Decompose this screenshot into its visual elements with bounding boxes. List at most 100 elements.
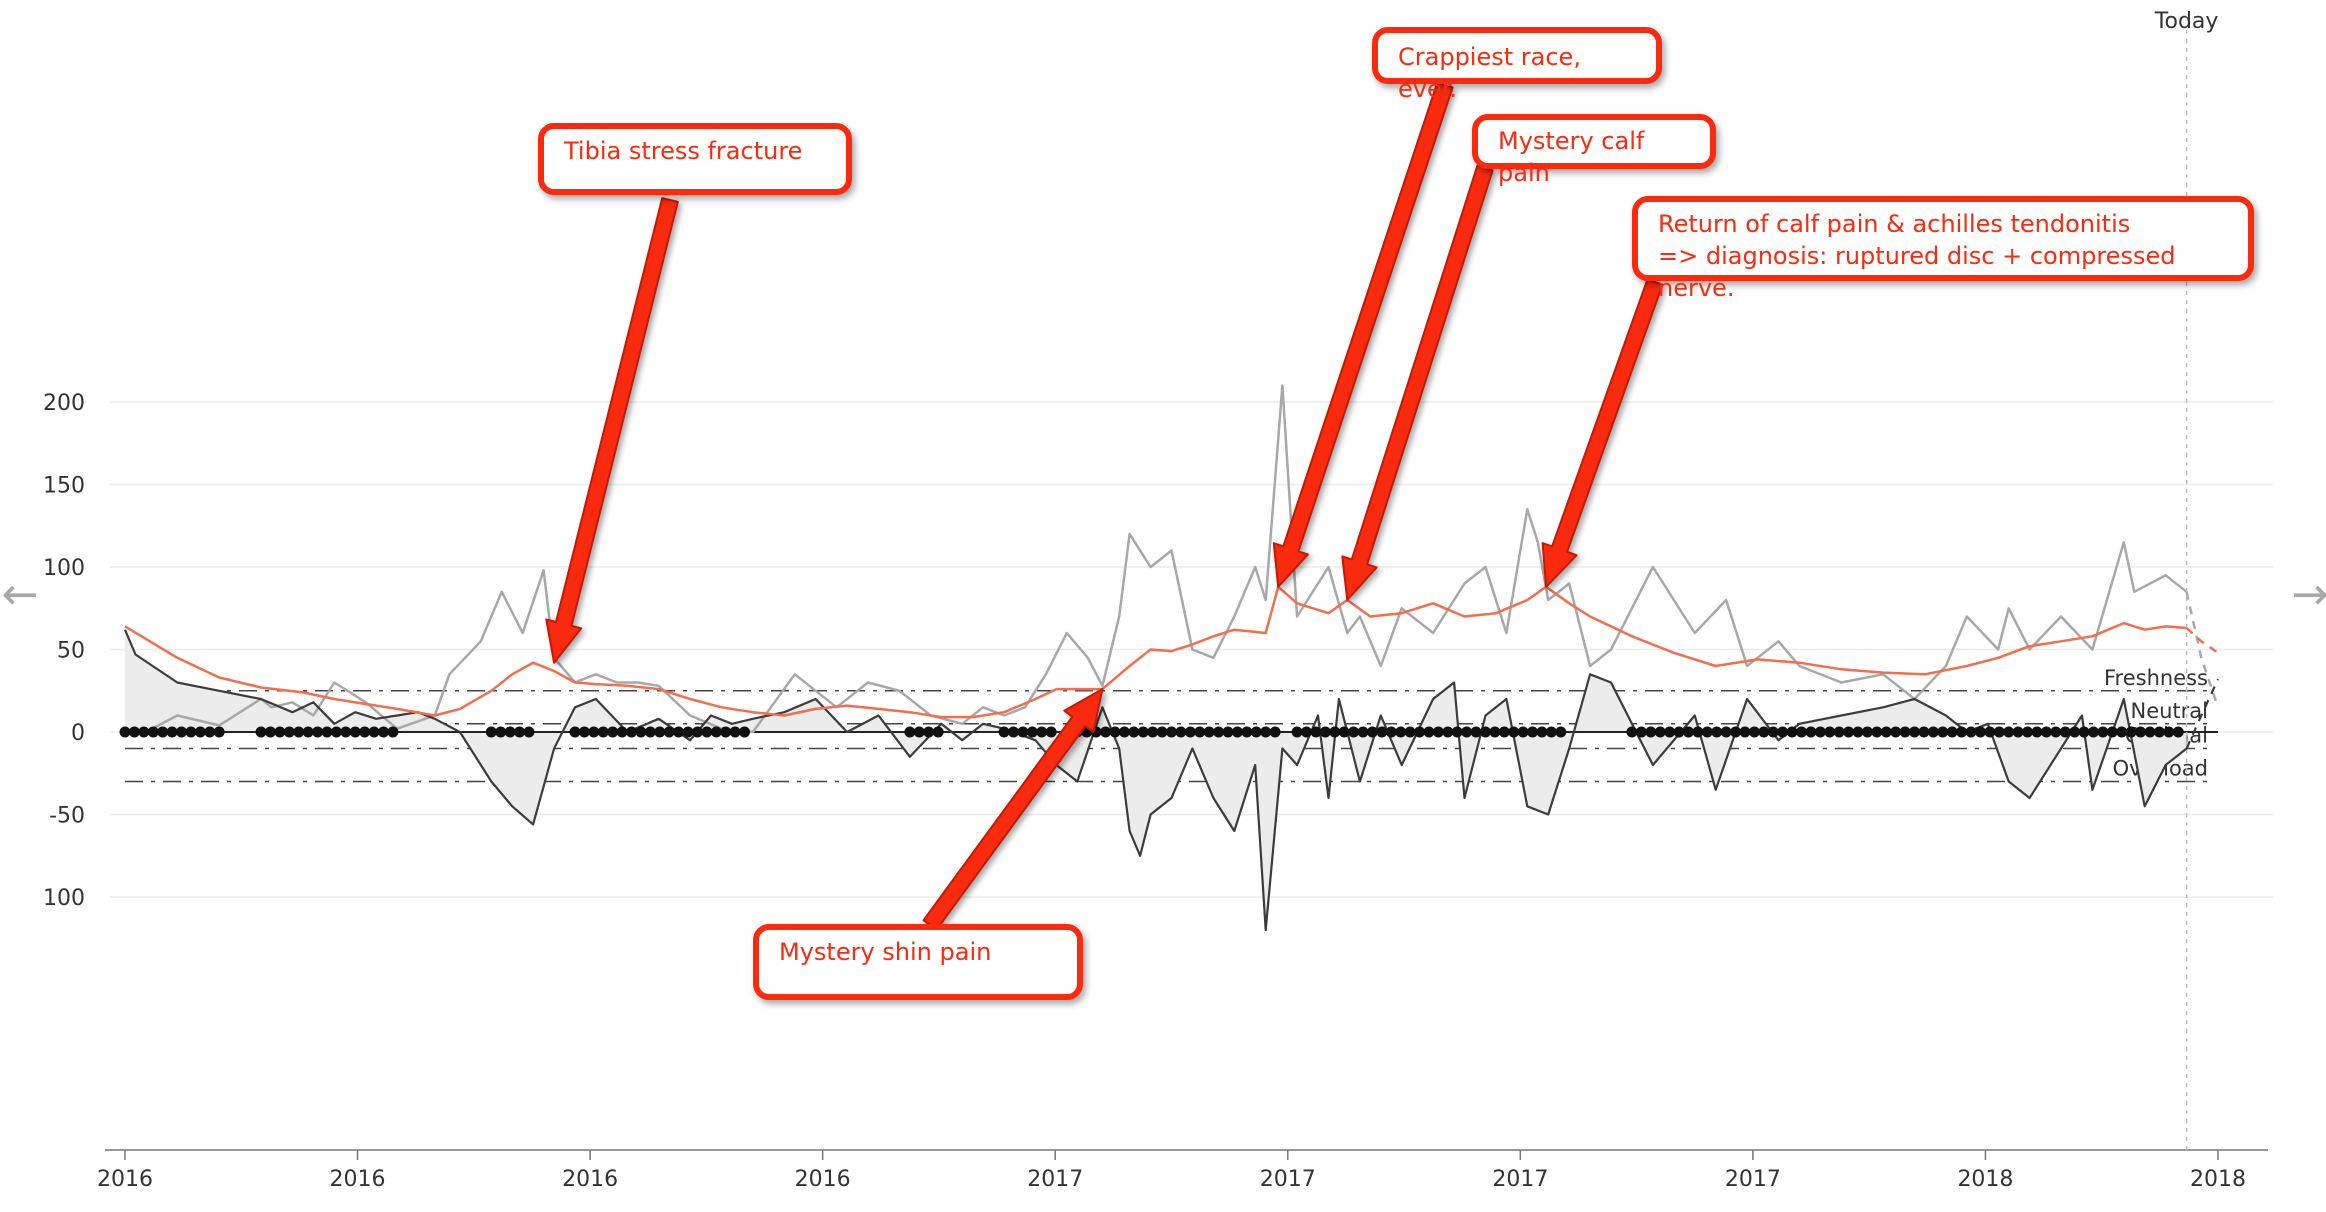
zero-marker [1241,726,1253,738]
series-fatigue [125,384,2188,734]
zero-marker [2172,726,2184,738]
zero-marker [1899,726,1911,738]
series-form-projection [2185,678,2219,749]
zero-marker [1937,726,1949,738]
zero-marker [1871,726,1883,738]
zero-marker [1795,726,1807,738]
zero-marker [1489,726,1501,738]
axes: 200 150 100 50 0 -50 100 2016 2016 2016 2016 2017 20… [43,9,2268,1192]
zero-marker [1555,726,1567,738]
zero-marker [485,726,497,738]
zero-marker [1767,726,1779,738]
zero-marker [1692,726,1704,738]
zero-marker [1635,726,1647,738]
zero-marker [1366,726,1378,738]
zero-marker [1682,726,1694,738]
zero-marker [1974,726,1986,738]
zero-marker [569,726,581,738]
zero-marker [588,726,600,738]
zero-marker [923,726,935,738]
zero-marker [578,726,590,738]
y-tick-label: 100 [43,886,85,911]
zero-marker [1137,726,1149,738]
zero-marker [1956,726,1968,738]
zero-marker [1231,726,1243,738]
zero-marker [904,726,916,738]
zero-marker [1536,726,1548,738]
zero-marker [1338,726,1350,738]
zero-marker [2135,726,2147,738]
form-area-fill [125,629,2187,930]
arrow-return [1541,278,1664,588]
zero-marker [663,726,675,738]
zero-marker [330,726,342,738]
zero-marker [1498,726,1510,738]
zero-marker [312,726,324,738]
zero-marker [1833,726,1845,738]
zero-marker [1861,726,1873,738]
zero-marker [2087,726,2099,738]
x-tick-label: 2016 [795,1167,851,1192]
zero-marker [1927,726,1939,738]
zero-marker [1329,726,1341,738]
zero-marker [1404,726,1416,738]
zero-marker [2116,726,2128,738]
zero-marker [1300,726,1312,738]
x-tick-label: 2017 [1492,1167,1548,1192]
zero-marker [1414,726,1426,738]
zero-marker [2031,726,2043,738]
zero-marker [1517,726,1529,738]
zero-marker [264,726,276,738]
callout-return-of-calf-pain: Return of calf pain & achilles tendoniti… [1632,196,2254,302]
zero-marker [654,726,666,738]
zero-marker [1045,726,1057,738]
zero-marker [710,726,722,738]
zero-marker [1260,726,1272,738]
zero-marker [1814,726,1826,738]
zero-marker [1385,726,1397,738]
zero-marker [2144,726,2156,738]
next-arrow-icon[interactable]: → [2291,569,2326,620]
annotation-arrows [545,81,1664,931]
zero-marker [1890,726,1902,738]
y-tick-label: 200 [43,391,85,416]
zero-marker [2040,726,2052,738]
zero-marker [514,726,526,738]
y-tick-label: 100 [43,556,85,581]
zero-marker [1720,726,1732,738]
zero-marker [1654,726,1666,738]
zero-marker [1357,726,1369,738]
zero-marker [644,726,656,738]
zero-marker [2069,726,2081,738]
zero-marker [293,726,305,738]
zero-marker [1109,726,1121,738]
zero-marker [1852,726,1864,738]
zero-marker [616,726,628,738]
zero-marker [1250,726,1262,738]
zero-marker [157,726,169,738]
zero-marker [1470,726,1482,738]
y-tick-label: 150 [43,474,85,499]
reference-label-neutral: Neutral [2130,699,2208,723]
previous-arrow-icon[interactable]: ← [1,569,39,620]
zero-marker [701,726,713,738]
series-fitness-projection [2185,627,2219,654]
zero-marker [1423,726,1435,738]
zero-marker [1965,726,1977,738]
zero-marker [194,726,206,738]
zero-marker [147,726,159,738]
arrow-tibia [545,197,679,664]
zero-marker [2050,726,2062,738]
zero-marker [1175,726,1187,738]
zero-marker [213,726,225,738]
zero-marker [1545,726,1557,738]
zero-marker [720,726,732,738]
zero-marker [2059,726,2071,738]
zero-marker [607,726,619,738]
zero-marker [2125,726,2137,738]
callout-mystery-calf-pain: Mystery calf pain [1472,114,1716,187]
zero-marker [1527,726,1539,738]
zero-marker [138,726,150,738]
zero-marker [1748,726,1760,738]
zero-marker [377,726,389,738]
